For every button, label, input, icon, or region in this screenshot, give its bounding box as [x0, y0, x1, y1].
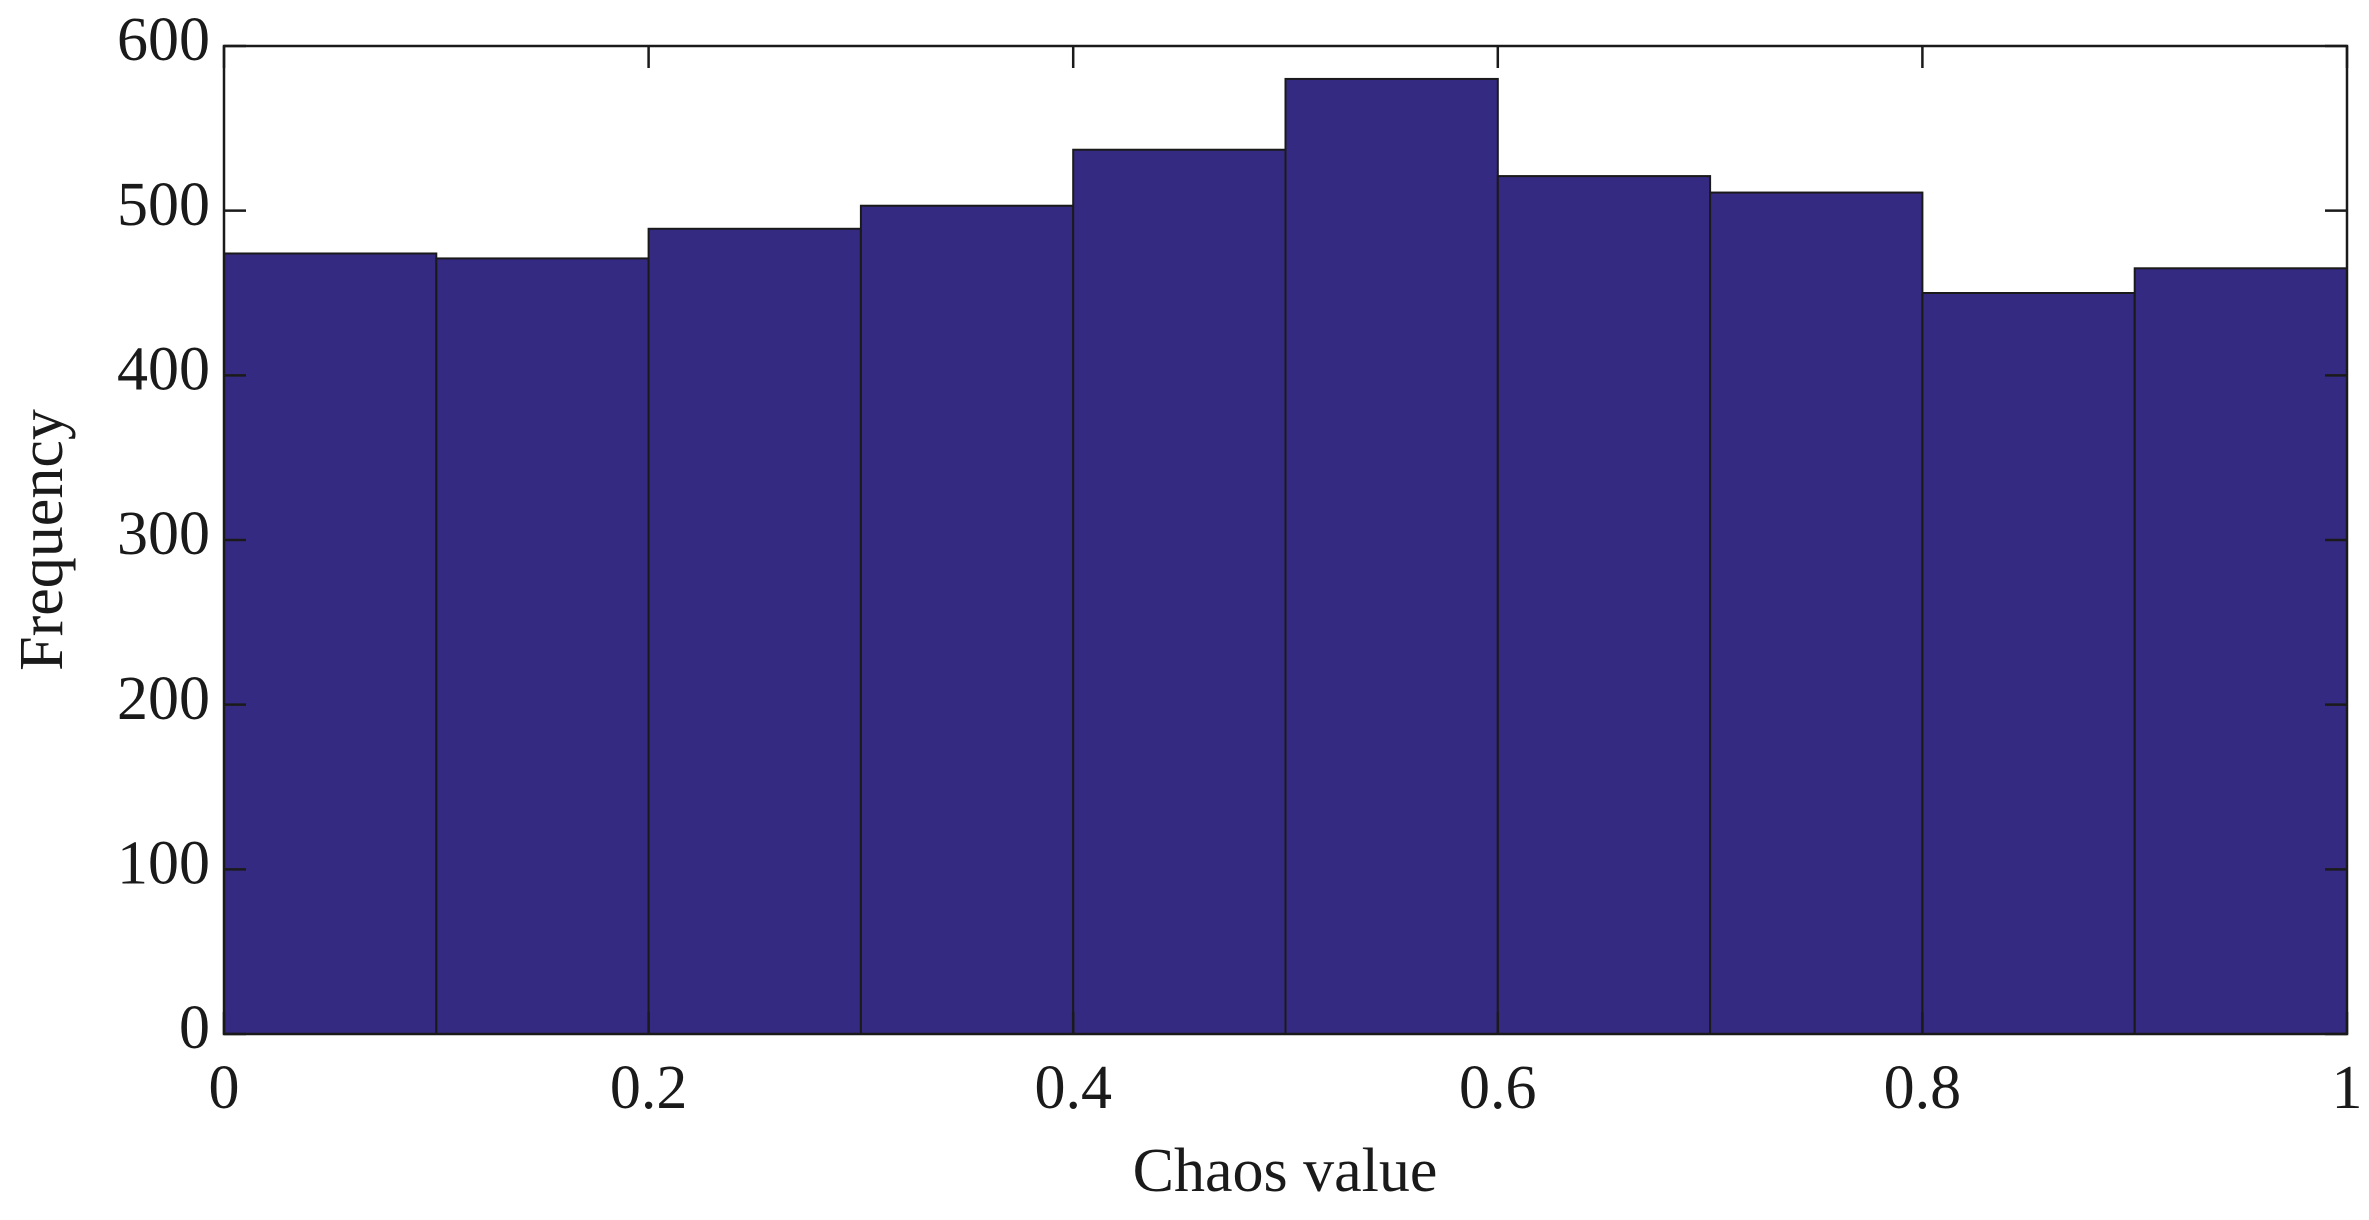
- x-tick-label: 0.6: [1459, 1054, 1537, 1122]
- y-axis-label: Frequency: [8, 409, 76, 671]
- y-tick-label: 300: [117, 500, 210, 568]
- bar: [223, 252, 438, 1036]
- bar: [1709, 191, 1924, 1035]
- y-tick-label: 600: [117, 6, 210, 74]
- bar: [647, 227, 862, 1035]
- y-tick-label: 200: [117, 665, 210, 733]
- y-tick-label: 500: [117, 171, 210, 239]
- bar: [1284, 77, 1499, 1035]
- x-axis-label: Chaos value: [1133, 1137, 1438, 1205]
- bar: [2133, 267, 2348, 1035]
- y-tick-label: 400: [117, 336, 210, 404]
- y-tick-label: 100: [117, 830, 210, 898]
- x-tick-label: 0.8: [1884, 1054, 1962, 1122]
- x-tick-label: 0.4: [1034, 1054, 1112, 1122]
- x-tick-label: 1: [2332, 1054, 2363, 1122]
- bar: [1072, 148, 1287, 1036]
- bar: [435, 257, 650, 1036]
- y-tick-label: 0: [179, 994, 210, 1062]
- bar: [1496, 175, 1712, 1035]
- bar: [859, 204, 1075, 1035]
- x-tick-label: 0: [209, 1054, 240, 1122]
- x-tick-label: 0.2: [610, 1054, 688, 1122]
- bar: [1921, 292, 2136, 1035]
